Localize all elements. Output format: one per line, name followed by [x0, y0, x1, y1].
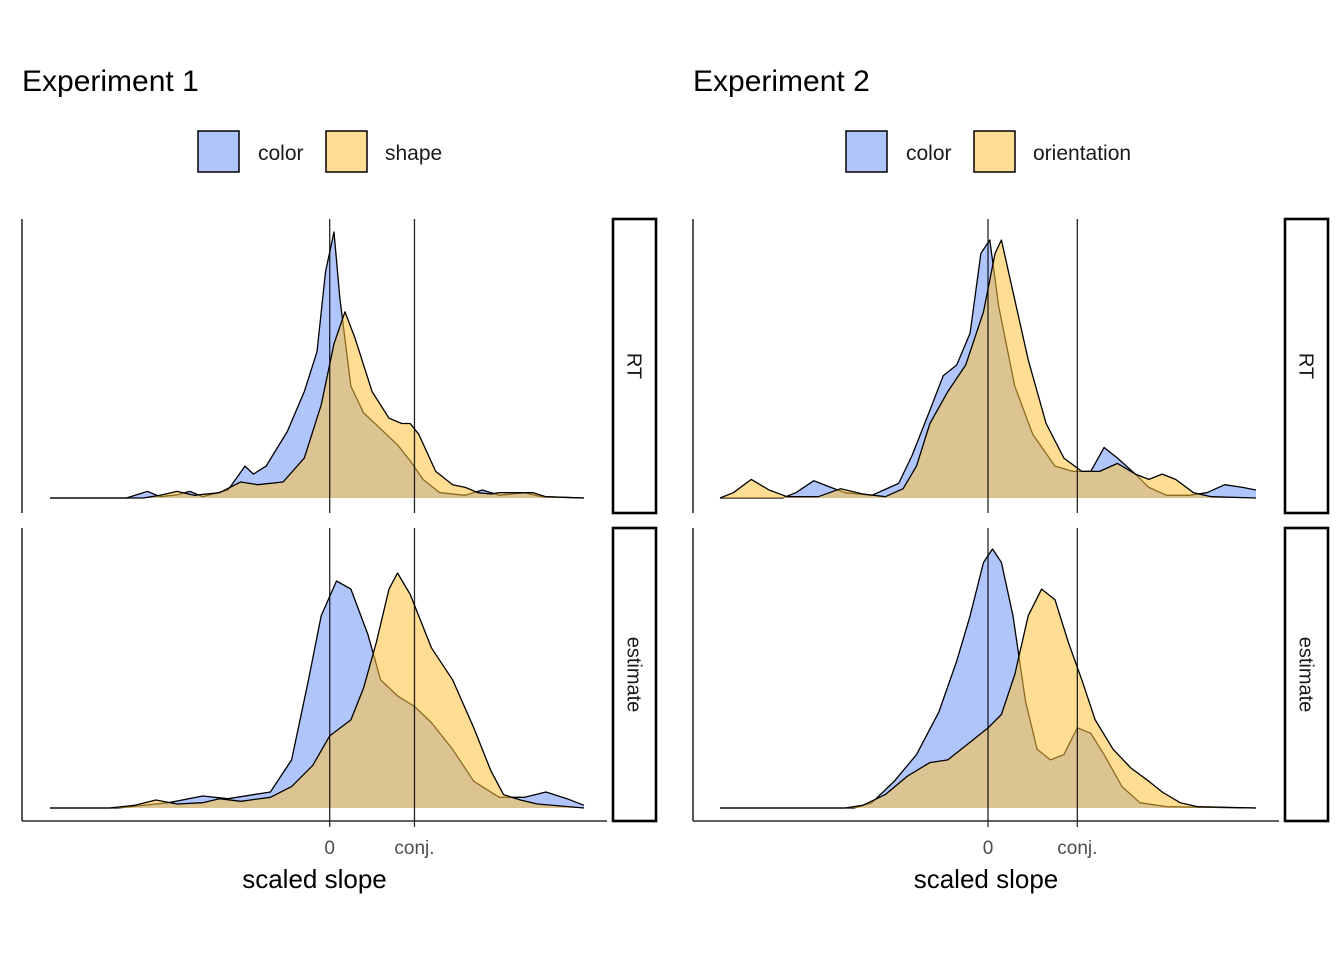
facet-label-estimate: estimate	[623, 637, 645, 713]
density-area-color	[50, 232, 584, 498]
subfigure-1: Experiment 1 color shape RT estimate 0 conj. sc…	[21, 65, 658, 894]
legend: color shape	[197, 130, 442, 173]
facet-label-estimate: estimate	[1295, 637, 1317, 713]
chart-title: Experiment 1	[22, 65, 199, 98]
facet-strip-RT	[611, 217, 658, 515]
legend-swatch-color	[845, 130, 888, 173]
facet-label-RT: RT	[623, 353, 645, 379]
legend-swatch-orientation	[973, 130, 1016, 173]
density-outline-shape	[50, 572, 585, 809]
x-axis-title: scaled slope	[242, 864, 387, 894]
panel-estimate: estimate	[21, 526, 658, 823]
facet-strip-estimate	[1283, 526, 1330, 823]
x-tick-label: 0	[983, 838, 994, 859]
panel-estimate: estimate	[692, 526, 1330, 823]
legend-label-orientation: orientation	[1033, 142, 1131, 165]
density-area-shape	[50, 311, 584, 498]
x-axis-title: scaled slope	[914, 864, 1059, 894]
legend: color orientation	[845, 130, 1131, 173]
panel-RT: RT	[692, 217, 1330, 515]
subfigure-2: Experiment 2 color orientation RT estimate 0 c…	[692, 65, 1330, 894]
legend-label-color: color	[258, 142, 304, 165]
density-outline-shape	[50, 311, 585, 499]
facet-label-RT: RT	[1295, 353, 1317, 379]
density-area-shape	[50, 573, 584, 808]
panel-RT: RT	[21, 217, 658, 515]
legend-label-shape: shape	[385, 142, 442, 165]
density-outline-orientation	[720, 588, 1257, 809]
facet-strip-RT	[1283, 217, 1330, 515]
chart-title: Experiment 2	[693, 65, 870, 98]
x-tick-label: conj.	[394, 838, 434, 859]
density-outline-orientation	[719, 239, 1257, 499]
legend-swatch-color	[197, 130, 240, 173]
legend-swatch-shape	[325, 130, 368, 173]
x-tick-label: 0	[324, 838, 335, 859]
facet-strip-estimate	[611, 526, 658, 823]
legend-label-color: color	[906, 142, 952, 165]
x-tick-label: conj.	[1057, 838, 1097, 859]
